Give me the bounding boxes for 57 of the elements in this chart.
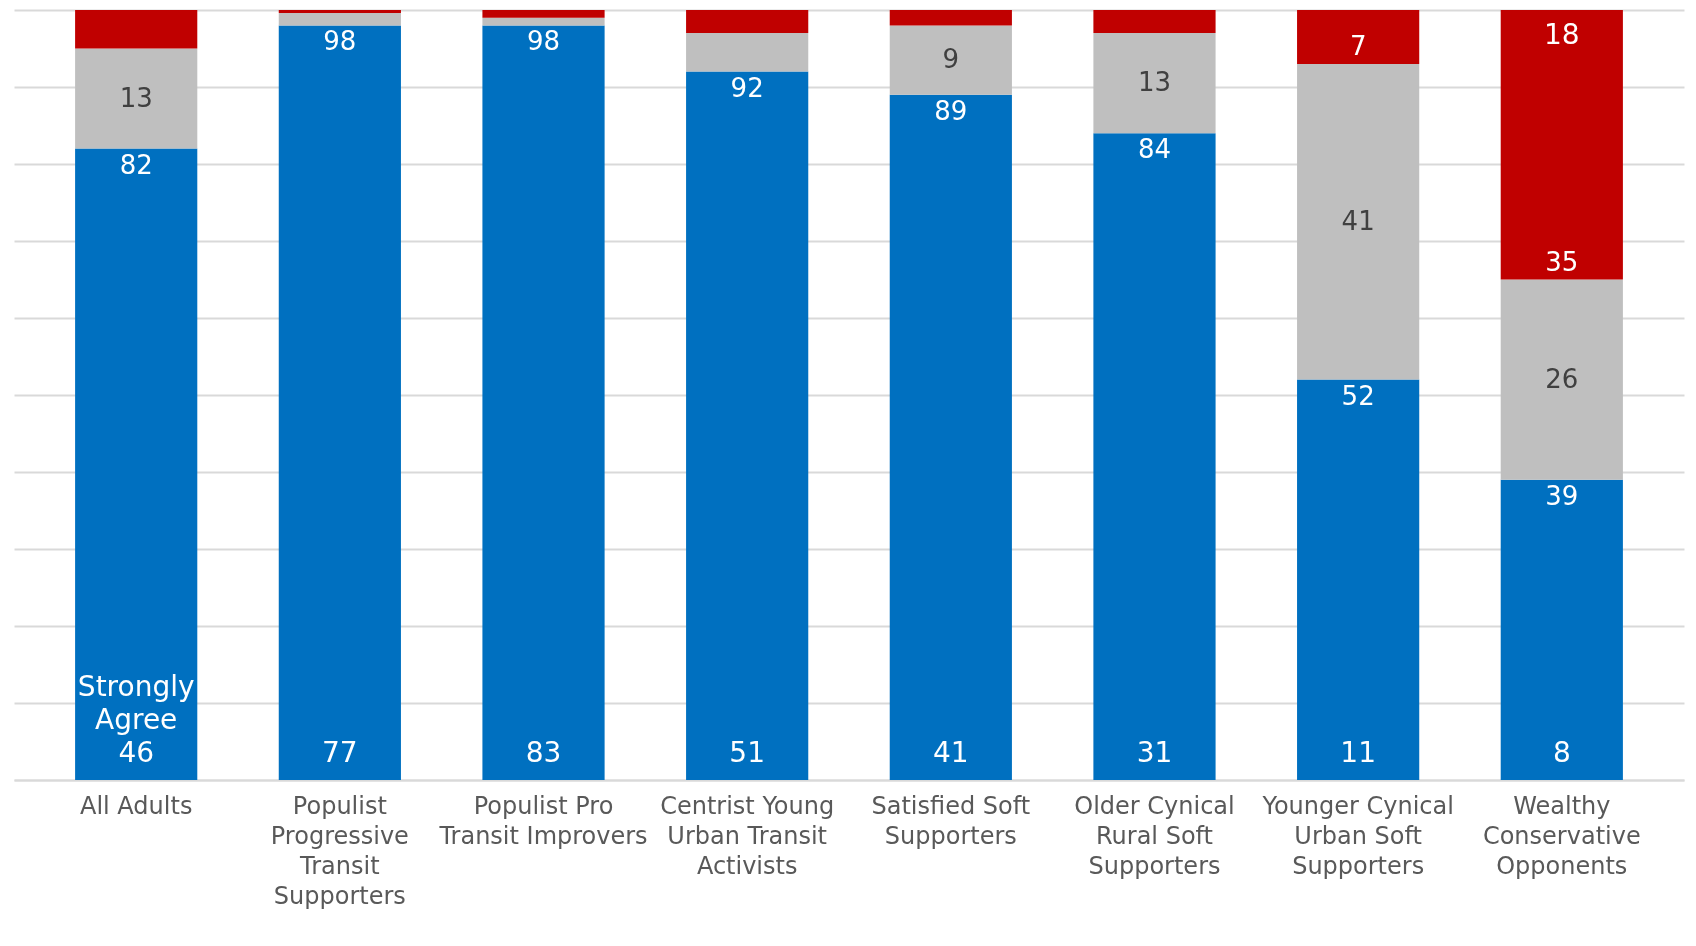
bar	[889, 25, 1012, 95]
data-label: 13	[1137, 67, 1172, 98]
x-tick-label: Populist Pro Transit Improvers	[438, 791, 648, 850]
annotation: 8	[1552, 736, 1571, 769]
bar	[1093, 133, 1216, 780]
data-label: 52	[1341, 380, 1375, 411]
annotation: Strongly Agree	[77, 670, 195, 736]
bar	[1500, 479, 1623, 780]
bar	[1093, 33, 1216, 134]
x-tick-label: Older Cynical Rural Soft Supporters	[1074, 791, 1235, 880]
bar	[278, 13, 401, 26]
bar	[75, 148, 198, 780]
bar	[1297, 10, 1420, 64]
annotation: 51	[729, 736, 765, 769]
data-label: 89	[934, 95, 968, 126]
annotation: 83	[525, 736, 562, 769]
bar	[278, 10, 401, 14]
bar	[686, 71, 809, 780]
data-label: 41	[1341, 205, 1375, 236]
bar	[686, 10, 809, 34]
data-label: 98	[323, 26, 357, 57]
bar	[482, 17, 605, 26]
data-label: 84	[1137, 134, 1172, 165]
annotation: 46	[118, 736, 155, 769]
annotation: 41	[933, 736, 969, 769]
bar	[889, 10, 1012, 26]
annotation: 18	[1543, 18, 1580, 51]
bar	[1093, 10, 1216, 34]
bar	[482, 25, 605, 780]
bar	[75, 10, 198, 49]
x-tick-label: Wealthy Conservative Opponents	[1482, 791, 1641, 880]
x-tick-label: All Adults	[79, 791, 193, 820]
data-label: 98	[526, 26, 561, 57]
data-label: 13	[119, 82, 153, 113]
data-label: 7	[1349, 30, 1367, 61]
x-tick-label: Centrist Young Urban Transit Activists	[660, 791, 835, 880]
data-label: 9	[942, 44, 960, 75]
annotation: 77	[322, 736, 358, 769]
annotation: 11	[1340, 736, 1376, 769]
x-tick-label: Populist Progressive Transit Supporters	[270, 791, 409, 910]
bar	[278, 25, 401, 780]
annotation: 31	[1136, 736, 1173, 769]
x-tick-label: Satisfied Soft Supporters	[871, 791, 1031, 850]
data-label: 26	[1545, 363, 1579, 394]
data-label: 82	[119, 149, 153, 180]
data-label: 35	[1545, 246, 1579, 277]
bar	[1297, 63, 1420, 380]
bar	[1297, 379, 1420, 780]
bar	[1500, 10, 1623, 280]
data-label: 92	[730, 72, 764, 103]
bar	[889, 94, 1012, 780]
bar	[75, 48, 198, 149]
bar	[686, 33, 809, 72]
data-label: 39	[1545, 480, 1579, 511]
bar	[1500, 279, 1623, 480]
bar	[482, 10, 605, 18]
x-tick-label: Younger Cynical Urban Soft Supporters	[1261, 791, 1454, 880]
